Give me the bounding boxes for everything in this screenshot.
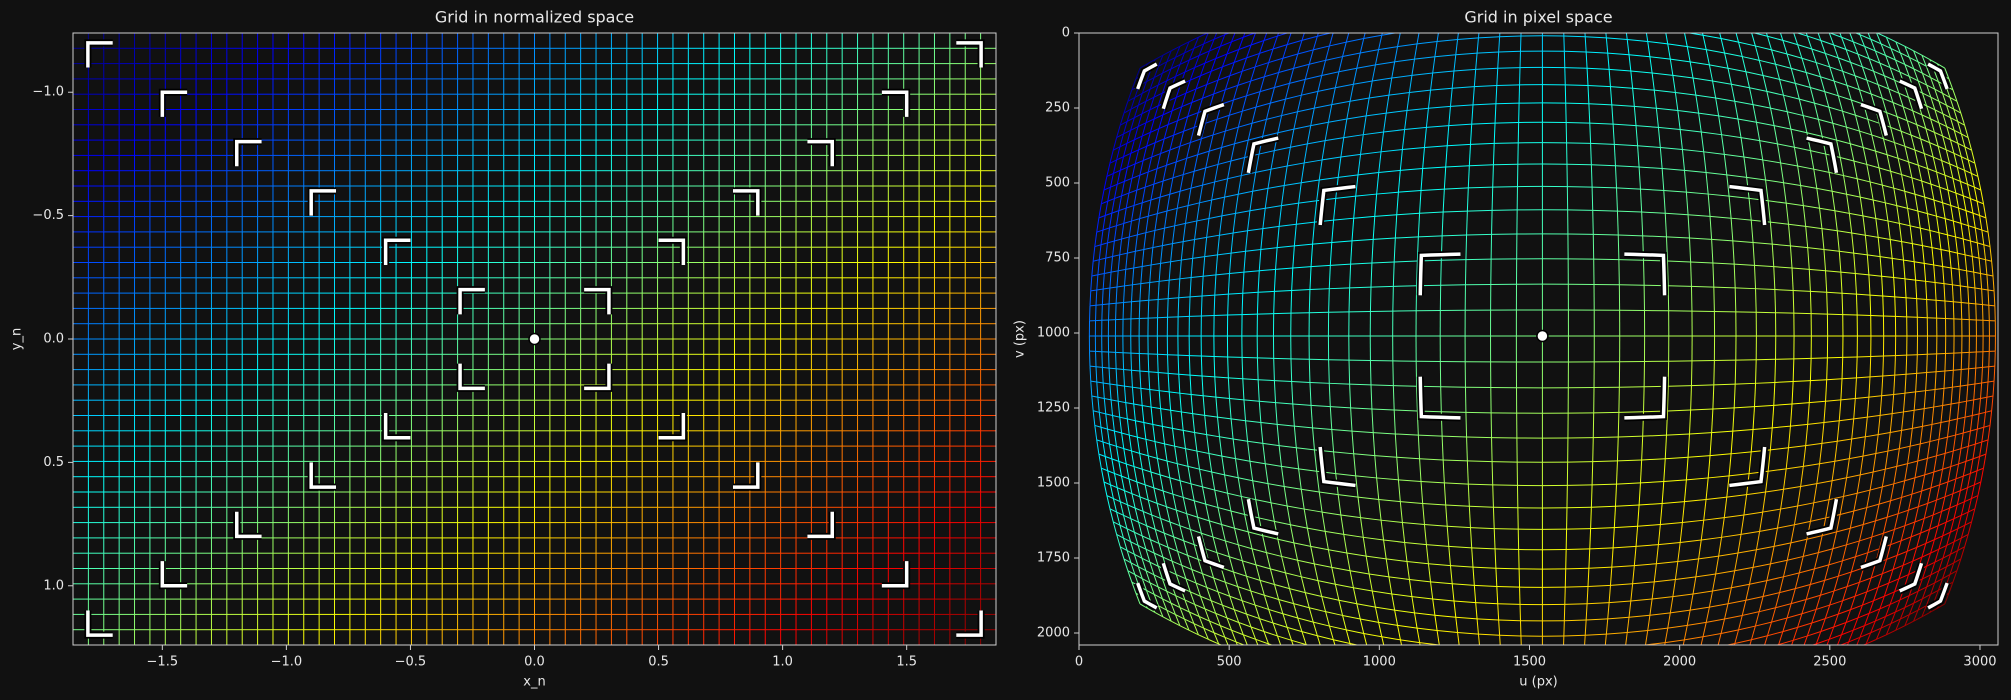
chart-title: Grid in normalized space bbox=[435, 8, 634, 27]
corner-marker bbox=[86, 610, 113, 637]
y-axis-label: y_n bbox=[10, 328, 25, 350]
y-tick-label: 0.5 bbox=[43, 455, 64, 470]
grid-segment bbox=[1170, 45, 1181, 52]
corner-marker bbox=[658, 413, 686, 440]
x-tick-label: 1.0 bbox=[772, 655, 793, 670]
y-tick-label: 0.0 bbox=[43, 332, 64, 347]
principal-point bbox=[528, 332, 541, 346]
x-tick-label: −1.0 bbox=[271, 655, 303, 670]
corner-marker bbox=[160, 90, 188, 117]
corner-marker bbox=[235, 511, 262, 539]
corner-marker bbox=[807, 139, 834, 167]
corner-marker bbox=[458, 287, 485, 315]
plot-area bbox=[1088, 33, 1996, 645]
corner-marker bbox=[309, 462, 337, 489]
grid-segment bbox=[1147, 59, 1156, 65]
grid-segment bbox=[1154, 54, 1164, 60]
corner-marker bbox=[956, 610, 983, 637]
x-tick-label: −0.5 bbox=[395, 655, 427, 670]
y-tick-label: 1.0 bbox=[43, 578, 64, 593]
corner-marker bbox=[383, 238, 411, 265]
y-tick-label: −1.0 bbox=[32, 85, 64, 100]
x-tick-label: 1.5 bbox=[896, 655, 917, 670]
corner-marker bbox=[383, 413, 411, 440]
x-tick-label: 0.0 bbox=[524, 655, 545, 670]
corner-marker bbox=[458, 363, 485, 391]
corner-marker bbox=[235, 139, 262, 167]
corner-marker bbox=[807, 511, 834, 539]
grid-segment bbox=[1162, 50, 1172, 56]
x-tick-label: 0.5 bbox=[648, 655, 669, 670]
corner-marker bbox=[584, 363, 611, 391]
corner-marker bbox=[881, 90, 909, 117]
grid-segment bbox=[1188, 36, 1199, 43]
corner-marker bbox=[732, 462, 760, 489]
corner-marker bbox=[732, 189, 760, 216]
plot-area bbox=[73, 33, 996, 645]
corner-marker bbox=[160, 561, 188, 588]
corner-marker bbox=[309, 189, 337, 216]
corner-marker bbox=[584, 287, 611, 315]
x-axis-label: x_n bbox=[523, 675, 545, 690]
corner-marker bbox=[956, 41, 983, 68]
corner-marker bbox=[86, 41, 113, 68]
corner-marker bbox=[881, 561, 909, 588]
grid-segment bbox=[1179, 41, 1190, 47]
grid-segment bbox=[1139, 63, 1148, 69]
corner-marker bbox=[658, 238, 686, 265]
y-tick-label: −0.5 bbox=[32, 208, 64, 223]
x-tick-label: −1.5 bbox=[147, 655, 179, 670]
